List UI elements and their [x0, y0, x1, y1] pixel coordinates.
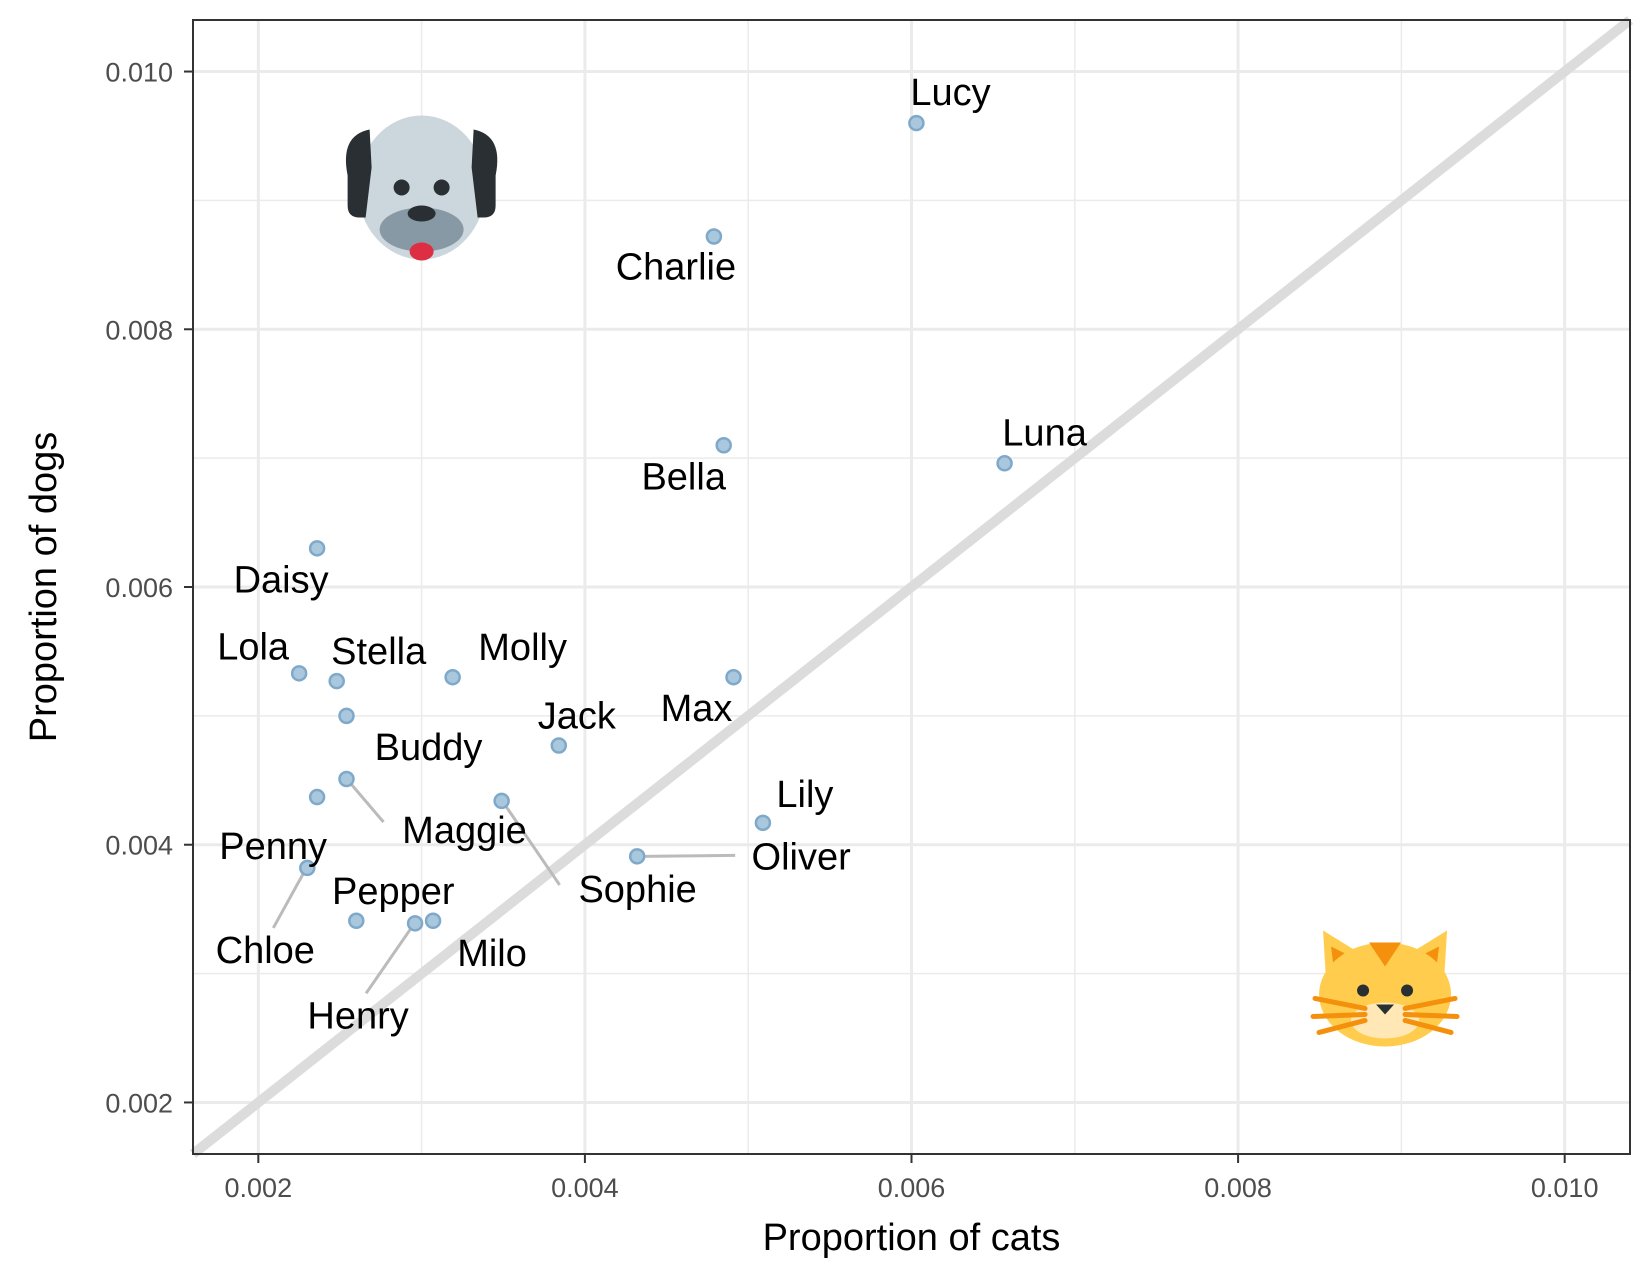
data-point-pepper — [348, 912, 365, 930]
data-point-bella — [715, 437, 732, 454]
data-point-lola — [290, 665, 308, 682]
data-point-luna — [996, 455, 1013, 472]
data-point-lucy — [908, 114, 925, 132]
data-point-sophie — [493, 792, 510, 810]
point-label-pepper: Pepper — [332, 871, 455, 913]
data-point-oliver — [628, 848, 646, 865]
data-point-lily — [754, 814, 772, 832]
point-label-stella: Stella — [331, 631, 427, 673]
axes: 0.002 0.004 0.006 0.008 0.010 0.002 0.004 0.006… — [105, 58, 1598, 1203]
data-point-maggie — [338, 770, 355, 788]
point-label-charlie: Charlie — [616, 246, 736, 288]
data-points — [290, 114, 1013, 932]
leader-line-henry — [364, 924, 415, 995]
point-label-oliver: Oliver — [752, 836, 852, 878]
x-tick-label: 0.008 — [1204, 1173, 1272, 1203]
data-point-molly — [444, 668, 461, 686]
data-point-henry — [406, 915, 424, 932]
x-tick-label: 0.004 — [551, 1173, 619, 1203]
y-tick-label: 0.002 — [105, 1088, 173, 1118]
point-label-maggie: Maggie — [402, 810, 527, 852]
data-point-max — [725, 668, 742, 686]
point-label-milo: Milo — [457, 933, 527, 975]
y-tick-label: 0.010 — [105, 58, 173, 88]
y-axis-title: Proportion of dogs — [23, 432, 65, 743]
point-label-lola: Lola — [217, 626, 290, 668]
y-tick-label: 0.006 — [105, 573, 173, 603]
leader-lines — [271, 780, 736, 995]
dog-face-icon — [345, 115, 498, 261]
leader-line-maggie — [347, 780, 385, 823]
data-point-charlie — [705, 228, 723, 245]
point-label-luna: Luna — [1002, 412, 1087, 454]
point-label-henry: Henry — [307, 995, 408, 1037]
point-label-lucy: Lucy — [910, 72, 990, 114]
leader-line-oliver — [643, 853, 736, 858]
x-tick-label: 0.006 — [878, 1173, 946, 1203]
x-tick-label: 0.002 — [225, 1173, 293, 1203]
data-point-penny — [308, 788, 326, 806]
y-tick-label: 0.008 — [105, 315, 173, 345]
x-tick-label: 0.010 — [1531, 1173, 1599, 1203]
icons-layer — [345, 115, 1460, 1047]
point-label-daisy: Daisy — [234, 559, 329, 601]
point-label-max: Max — [661, 688, 733, 730]
data-point-jack — [550, 737, 568, 754]
data-point-milo — [424, 912, 442, 930]
point-label-bella: Bella — [641, 456, 726, 498]
data-point-buddy — [338, 707, 355, 725]
point-label-chloe: Chloe — [216, 930, 315, 972]
leader-line-sophie — [502, 802, 561, 886]
data-point-stella — [328, 672, 345, 690]
identity-reference-line — [189, 16, 1634, 1158]
y-tick-label: 0.004 — [105, 831, 173, 861]
reference-line-layer — [189, 16, 1634, 1158]
point-label-sophie: Sophie — [578, 869, 696, 911]
leader-line-chloe — [271, 869, 307, 929]
point-label-lily: Lily — [776, 774, 833, 816]
point-label-jack: Jack — [538, 696, 617, 738]
data-point-daisy — [308, 540, 326, 557]
data-point-chloe — [299, 859, 316, 877]
point-label-molly: Molly — [478, 627, 567, 669]
cat-face-icon — [1310, 930, 1460, 1047]
point-labels: Lucy Charlie Bella Luna Daisy Lola Stella Molly… — [216, 72, 1088, 1037]
x-axis-title: Proportion of cats — [763, 1217, 1061, 1259]
point-label-buddy: Buddy — [375, 727, 483, 769]
point-label-penny: Penny — [219, 826, 327, 868]
